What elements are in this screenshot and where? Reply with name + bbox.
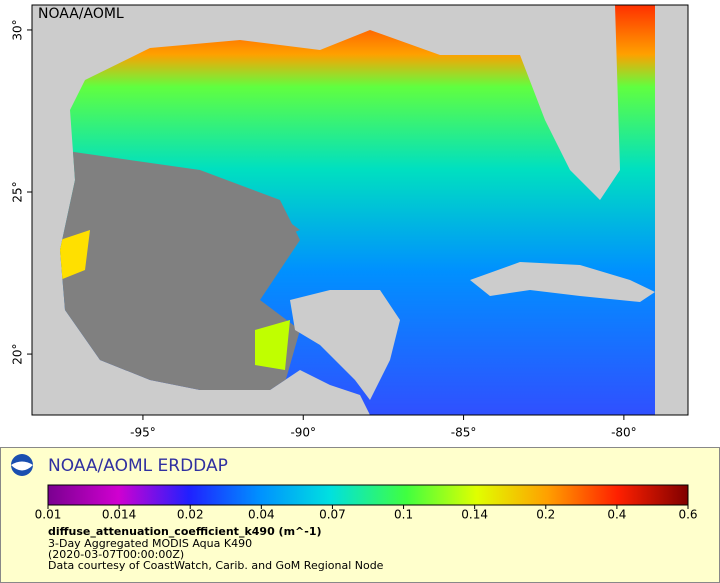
yucatan bbox=[290, 290, 400, 400]
colorbar bbox=[47, 484, 689, 506]
legend-line: Data courtesy of CoastWatch, Carib. and … bbox=[48, 559, 384, 572]
colorbar-tick-label: 0.02 bbox=[177, 508, 204, 522]
x-tick-label: -80° bbox=[611, 426, 637, 440]
x-tick-label: -95° bbox=[130, 426, 156, 440]
y-tick-label: 25° bbox=[11, 181, 25, 202]
colorbar-tick-label: 0.04 bbox=[248, 508, 275, 522]
colorbar-tick-label: 0.01 bbox=[35, 508, 62, 522]
corner-label: NOAA/AOML bbox=[38, 6, 124, 22]
no-data bbox=[150, 200, 300, 250]
y-tick-label: 20° bbox=[11, 343, 25, 364]
colorbar-tick-label: 0.14 bbox=[461, 508, 488, 522]
x-tick-label: -85° bbox=[451, 426, 477, 440]
colorbar-tick-label: 0.4 bbox=[607, 508, 626, 522]
x-tick-label: -90° bbox=[290, 426, 316, 440]
turbid-patch bbox=[255, 320, 290, 370]
legend-line: (2020-03-07T00:00:00Z) bbox=[48, 548, 184, 561]
colorbar-tick-label: 0.6 bbox=[678, 508, 697, 522]
legend-panel bbox=[0, 447, 720, 583]
turbid-patch bbox=[60, 230, 90, 280]
cuba bbox=[470, 262, 655, 302]
y-tick-label: 30° bbox=[11, 19, 25, 40]
colorbar-tick-label: 0.07 bbox=[319, 508, 346, 522]
map-frame bbox=[31, 4, 689, 416]
variable-name: diffuse_attenuation_coefficient_k490 (m^… bbox=[48, 525, 322, 538]
legend-line: 3-Day Aggregated MODIS Aqua K490 bbox=[48, 537, 252, 550]
colorbar-tick-label: 0.014 bbox=[102, 508, 136, 522]
colorbar-tick-label: 0.2 bbox=[536, 508, 555, 522]
colorbar-tick-label: 0.1 bbox=[394, 508, 413, 522]
noaa-logo-gull bbox=[11, 461, 33, 471]
legend-title: NOAA/AOML ERDDAP bbox=[48, 456, 228, 476]
